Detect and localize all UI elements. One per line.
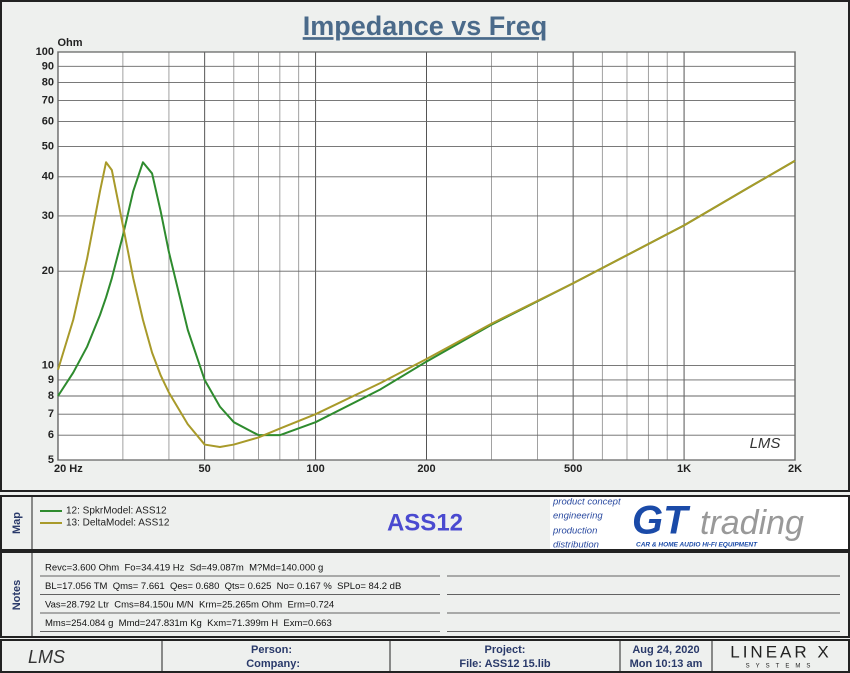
- logo-line: product concept: [552, 497, 621, 508]
- y-tick-label: 7: [48, 408, 54, 420]
- x-tick-label: 1K: [677, 463, 691, 475]
- x-tick-label: 500: [564, 463, 582, 475]
- notes: Revc=3.600 Ohm Fo=34.419 Hz Sd=49.087m M…: [40, 563, 840, 632]
- y-tick-label: 70: [42, 94, 54, 106]
- map-label: Map: [11, 512, 23, 534]
- footer-dividers: [161, 640, 713, 673]
- footer-person: Person:: [251, 644, 292, 656]
- logo-line: engineering: [553, 511, 603, 522]
- y-tick-label: 9: [48, 374, 54, 386]
- footer-project: Project:: [485, 644, 526, 656]
- y-tick-label: 80: [42, 76, 54, 88]
- grid: 20 Hz 50 100 200 500 1K 2K 5 6 7 8 9 10 20 30 40 50 60 70 8…: [36, 46, 802, 475]
- impedance-curve: [57, 159, 796, 437]
- chart-title: Impedance vs Freq: [303, 11, 548, 41]
- logo-lines: product concept engineering production d…: [552, 497, 621, 551]
- notes-label: Notes: [11, 580, 23, 611]
- y-tick-label: 40: [42, 171, 54, 183]
- impedance-curve: [57, 159, 796, 449]
- logo-line: production: [552, 526, 597, 537]
- y-tick-label: 90: [42, 60, 54, 72]
- y-tick-label: 10: [42, 360, 54, 372]
- y-tick-label: 8: [48, 390, 54, 402]
- logo-brand-word: trading: [700, 504, 804, 542]
- legend-label: 13: DeltaModel: ASS12: [66, 518, 170, 529]
- curves: [57, 159, 796, 449]
- note-line: Vas=28.792 Ltr Cms=84.150u M/N Krm=25.26…: [45, 600, 334, 611]
- footer-time: Mon 10:13 am: [630, 658, 703, 670]
- note-line: Revc=3.600 Ohm Fo=34.419 Hz Sd=49.087m M…: [45, 563, 323, 574]
- logo-line: distribution: [553, 540, 599, 551]
- y-unit: Ohm: [57, 37, 82, 49]
- logo-brand: GT: [632, 499, 691, 543]
- chart-panel: [0, 0, 850, 492]
- y-tick-label: 50: [42, 140, 54, 152]
- y-tick-label: 30: [42, 210, 54, 222]
- y-tick-label: 20: [42, 265, 54, 277]
- note-line: BL=17.056 TM Qms= 7.661 Qes= 0.680 Qts= …: [45, 581, 401, 592]
- footer-company: Company:: [246, 658, 300, 670]
- footer-brand: LINEAR X: [730, 642, 831, 661]
- watermark: LMS: [750, 435, 781, 452]
- footer-date: Aug 24, 2020: [632, 644, 699, 656]
- x-tick-label: 50: [199, 463, 211, 475]
- logo-box: [550, 497, 848, 549]
- legend-label: 12: SpkrModel: ASS12: [66, 506, 167, 517]
- y-tick-label: 6: [48, 429, 54, 441]
- footer-file: File: ASS12 15.lib: [459, 658, 551, 670]
- map-center-text: ASS12: [387, 509, 463, 536]
- x-tick-label: 2K: [788, 463, 802, 475]
- note-line: Mms=254.084 g Mmd=247.831m Kg Kxm=71.399…: [45, 618, 332, 629]
- footer-logo: LMS: [28, 647, 65, 667]
- footer-brand-sub: SYSTEMS: [746, 664, 817, 670]
- footer: [0, 639, 850, 673]
- y-tick-label: 5: [48, 454, 54, 466]
- x-tick-label: 20 Hz: [54, 463, 83, 475]
- x-tick-label: 100: [306, 463, 324, 475]
- y-tick-label: 60: [42, 115, 54, 127]
- logo-tagline: CAR & HOME AUDIO HI-FI EQUIPMENT: [636, 542, 758, 549]
- y-tick-label: 100: [36, 46, 54, 58]
- x-tick-label: 200: [417, 463, 435, 475]
